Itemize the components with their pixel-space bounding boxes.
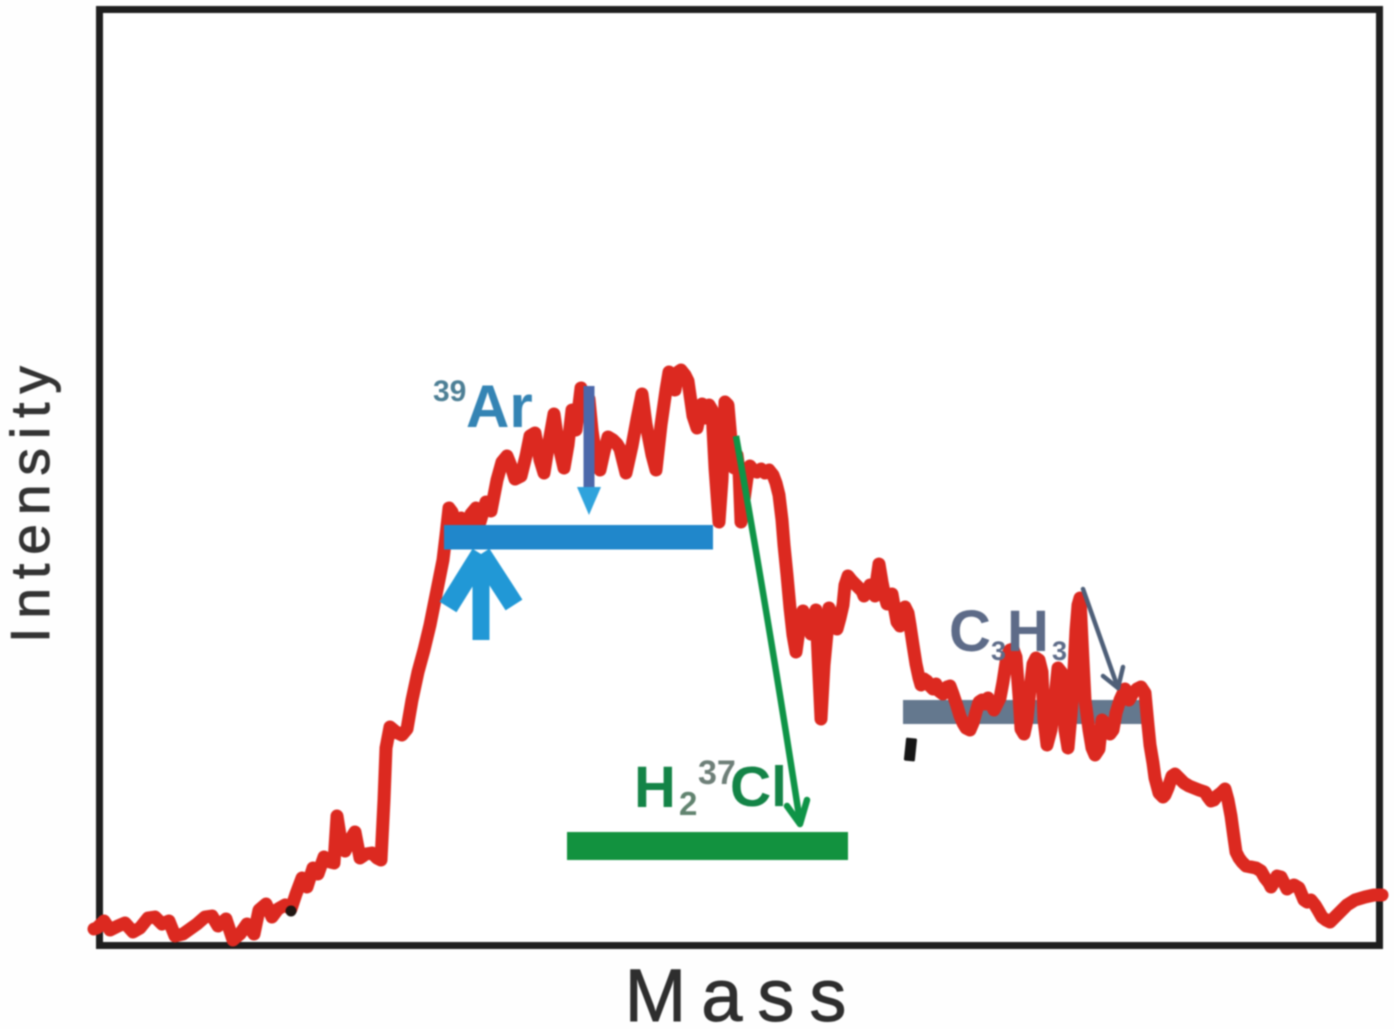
svg-text:H: H bbox=[1007, 599, 1049, 664]
svg-text:37: 37 bbox=[698, 754, 736, 792]
svg-text:C: C bbox=[949, 599, 991, 664]
svg-text:Intensity: Intensity bbox=[0, 357, 61, 643]
svg-text:Cl: Cl bbox=[730, 755, 787, 819]
svg-text:39: 39 bbox=[433, 375, 466, 408]
svg-text:Ar: Ar bbox=[466, 373, 533, 440]
svg-text:3: 3 bbox=[1052, 636, 1067, 666]
svg-text:Mass: Mass bbox=[625, 954, 862, 1029]
svg-text:3: 3 bbox=[991, 636, 1006, 666]
svg-text:H: H bbox=[634, 755, 676, 820]
svg-text:2: 2 bbox=[679, 785, 697, 822]
